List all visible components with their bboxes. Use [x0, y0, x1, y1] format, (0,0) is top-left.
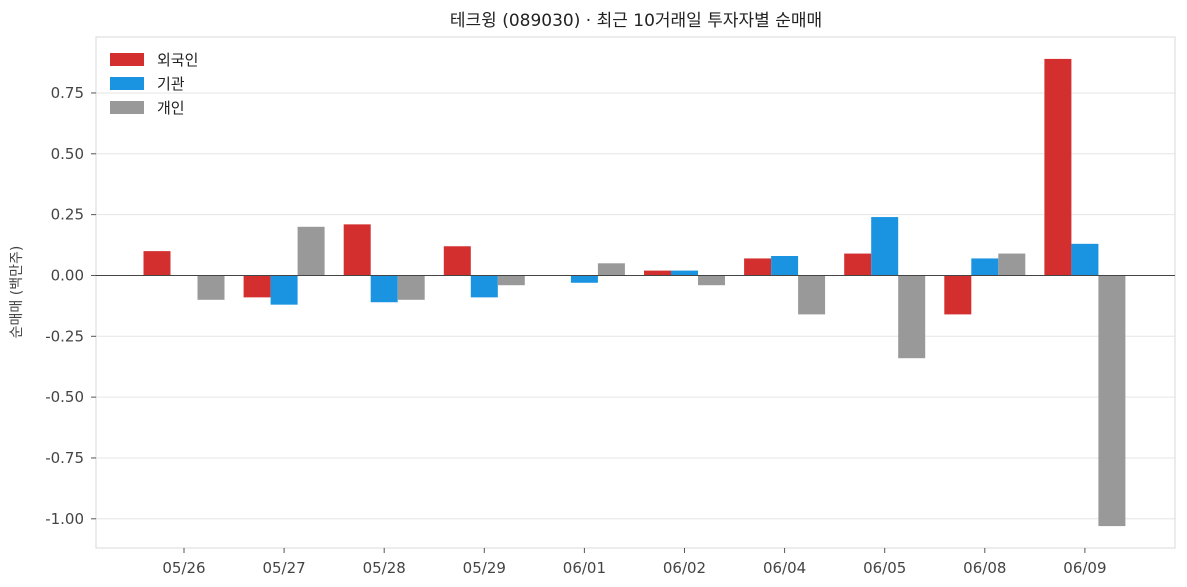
plot-frame [95, 36, 1176, 549]
bar [698, 275, 725, 286]
bar [798, 275, 826, 315]
bar [771, 256, 799, 276]
x-tick-label: 05/26 [162, 559, 205, 577]
bar [671, 270, 698, 276]
bar [998, 253, 1026, 276]
x-tick-label: 06/09 [1063, 559, 1106, 577]
x-tick-label: 06/08 [963, 559, 1006, 577]
bar [1098, 275, 1126, 527]
x-tick-label: 06/05 [863, 559, 906, 577]
y-tick-label: 0.75 [51, 84, 84, 102]
y-axis-label: 순매매 (백만주) [9, 246, 25, 339]
y-tick-label: -0.75 [45, 449, 84, 467]
legend-swatch [110, 101, 144, 114]
x-ticks: 05/26 05/27 05/28 05/29 06/01 06/02 06/04 06/05… [162, 548, 1107, 577]
x-tick-label: 05/27 [262, 559, 305, 577]
x-tick-label: 05/28 [363, 559, 406, 577]
legend-label: 기관 [157, 75, 185, 93]
bar [644, 270, 671, 276]
chart-title: 테크윙 (089030) · 최근 10거래일 투자자별 순매매 [450, 11, 822, 31]
bar [898, 275, 926, 359]
bars [143, 58, 1126, 527]
bar [297, 226, 325, 276]
bar [343, 224, 371, 276]
bar [397, 275, 425, 300]
y-tick-label: 0.25 [51, 206, 84, 224]
bar [971, 258, 999, 276]
y-tick-label: 0.50 [51, 145, 84, 163]
legend-label: 외국인 [157, 51, 198, 69]
bar [844, 253, 872, 276]
bar [470, 275, 498, 298]
grid [96, 92, 1175, 520]
bar [570, 275, 598, 283]
bar [443, 246, 471, 276]
legend-swatch [110, 53, 144, 66]
y-tick-label: -0.50 [45, 388, 84, 406]
y-tick-label: 0.00 [51, 266, 84, 284]
x-tick-label: 06/02 [663, 559, 706, 577]
legend-swatch [110, 77, 144, 90]
legend-label: 개인 [157, 99, 185, 117]
bar [243, 275, 271, 298]
bar [143, 251, 171, 276]
bar [197, 275, 225, 300]
bar [944, 275, 972, 315]
bar [1044, 58, 1072, 276]
y-tick-label: -1.00 [45, 510, 84, 528]
x-tick-label: 06/04 [763, 559, 806, 577]
bar [270, 275, 298, 305]
bar [497, 275, 525, 286]
y-tick-label: -0.25 [45, 327, 84, 345]
x-tick-label: 05/29 [463, 559, 506, 577]
bar [597, 263, 625, 276]
bar [370, 275, 398, 303]
bar [1071, 243, 1099, 276]
y-ticks: 0.75 0.50 0.25 0.00 -0.25 -0.50 -0.75 -1.00 [45, 84, 96, 528]
bar [744, 258, 772, 276]
x-tick-label: 06/01 [563, 559, 606, 577]
bar [871, 217, 899, 276]
